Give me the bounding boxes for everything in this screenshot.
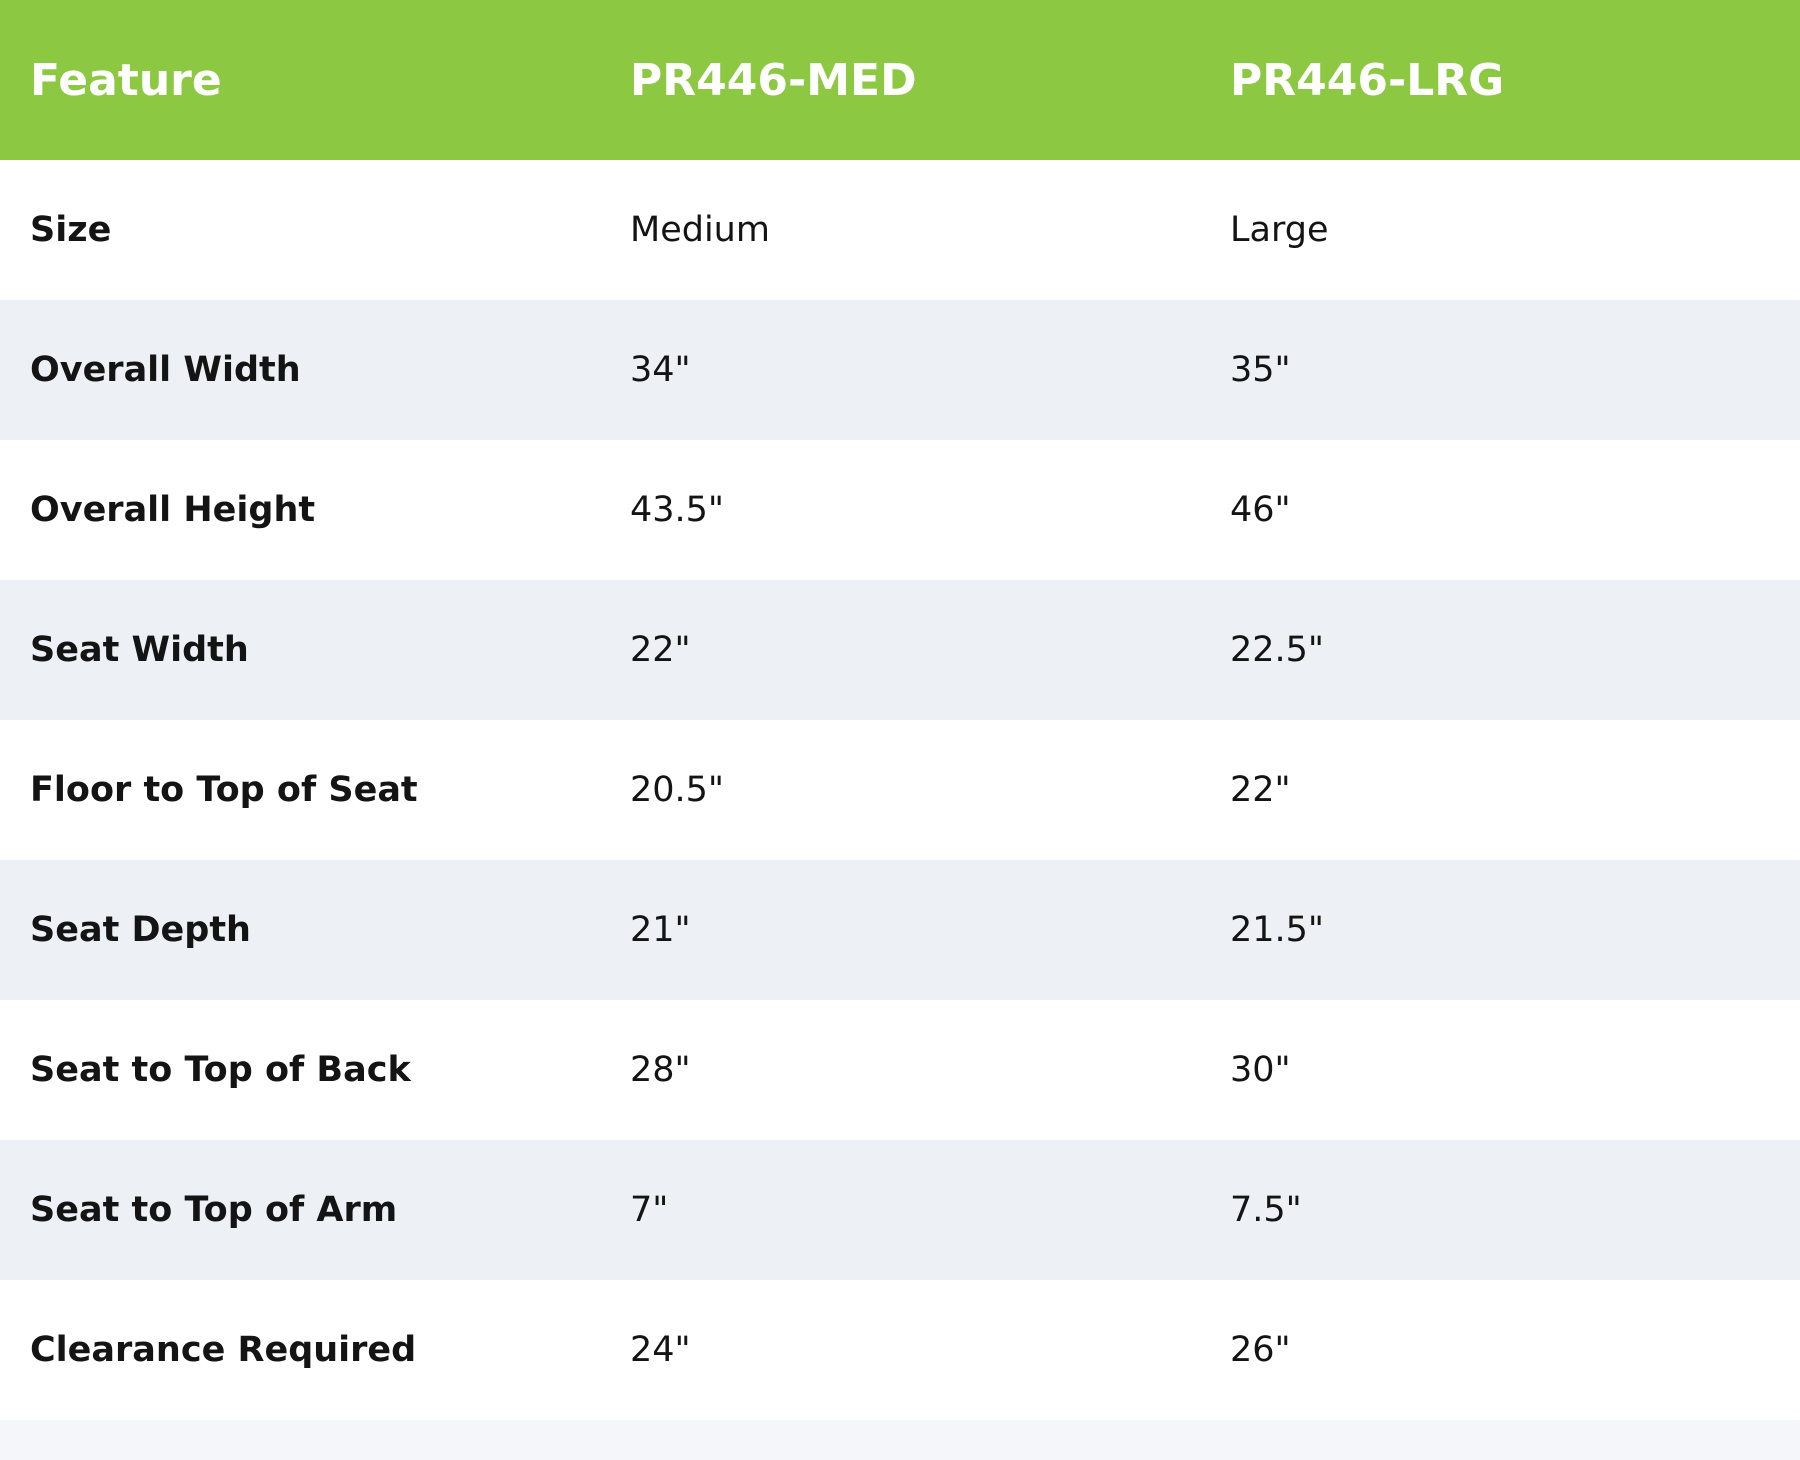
table-row: Seat Width 22" 22.5" [0,580,1800,720]
med-value-cell: 28" [630,1050,691,1090]
table-row: Clearance Required 24" 26" [0,1280,1800,1420]
med-value-cell: 20.5" [630,770,725,810]
feature-cell: Seat to Top of Arm [30,1190,398,1230]
feature-cell: Seat to Top of Back [30,1050,411,1090]
lrg-value-cell: Large [1230,210,1329,250]
header-feature: Feature [30,54,222,106]
header-pr446-lrg: PR446-LRG [1230,54,1505,106]
med-value-cell: Medium [630,210,770,250]
feature-cell: Clearance Required [30,1330,417,1370]
feature-cell: Overall Height [30,490,316,530]
table-row: Seat to Top of Back 28" 30" [0,1000,1800,1140]
spec-table: Feature PR446-MED PR446-LRG Size Medium La… [0,0,1800,1420]
table-row: Overall Width 34" 35" [0,300,1800,440]
table-row: Floor to Top of Seat 20.5" 22" [0,720,1800,860]
med-value-cell: 34" [630,350,691,390]
header-pr446-med: PR446-MED [630,54,917,106]
feature-cell: Seat Depth [30,910,251,950]
lrg-value-cell: 35" [1230,350,1291,390]
table-row: Seat Depth 21" 21.5" [0,860,1800,1000]
feature-cell: Size [30,210,112,250]
feature-cell: Seat Width [30,630,249,670]
table-header: Feature PR446-MED PR446-LRG [0,0,1800,160]
med-value-cell: 7" [630,1190,669,1230]
table-row: Seat to Top of Arm 7" 7.5" [0,1140,1800,1280]
table-row: Size Medium Large [0,160,1800,300]
med-value-cell: 24" [630,1330,691,1370]
med-value-cell: 43.5" [630,490,725,530]
lrg-value-cell: 22.5" [1230,630,1325,670]
lrg-value-cell: 46" [1230,490,1291,530]
lrg-value-cell: 30" [1230,1050,1291,1090]
med-value-cell: 22" [630,630,691,670]
lrg-value-cell: 21.5" [1230,910,1325,950]
med-value-cell: 21" [630,910,691,950]
table-row: Overall Height 43.5" 46" [0,440,1800,580]
feature-cell: Floor to Top of Seat [30,770,418,810]
lrg-value-cell: 26" [1230,1330,1291,1370]
lrg-value-cell: 22" [1230,770,1291,810]
feature-cell: Overall Width [30,350,301,390]
lrg-value-cell: 7.5" [1230,1190,1302,1230]
